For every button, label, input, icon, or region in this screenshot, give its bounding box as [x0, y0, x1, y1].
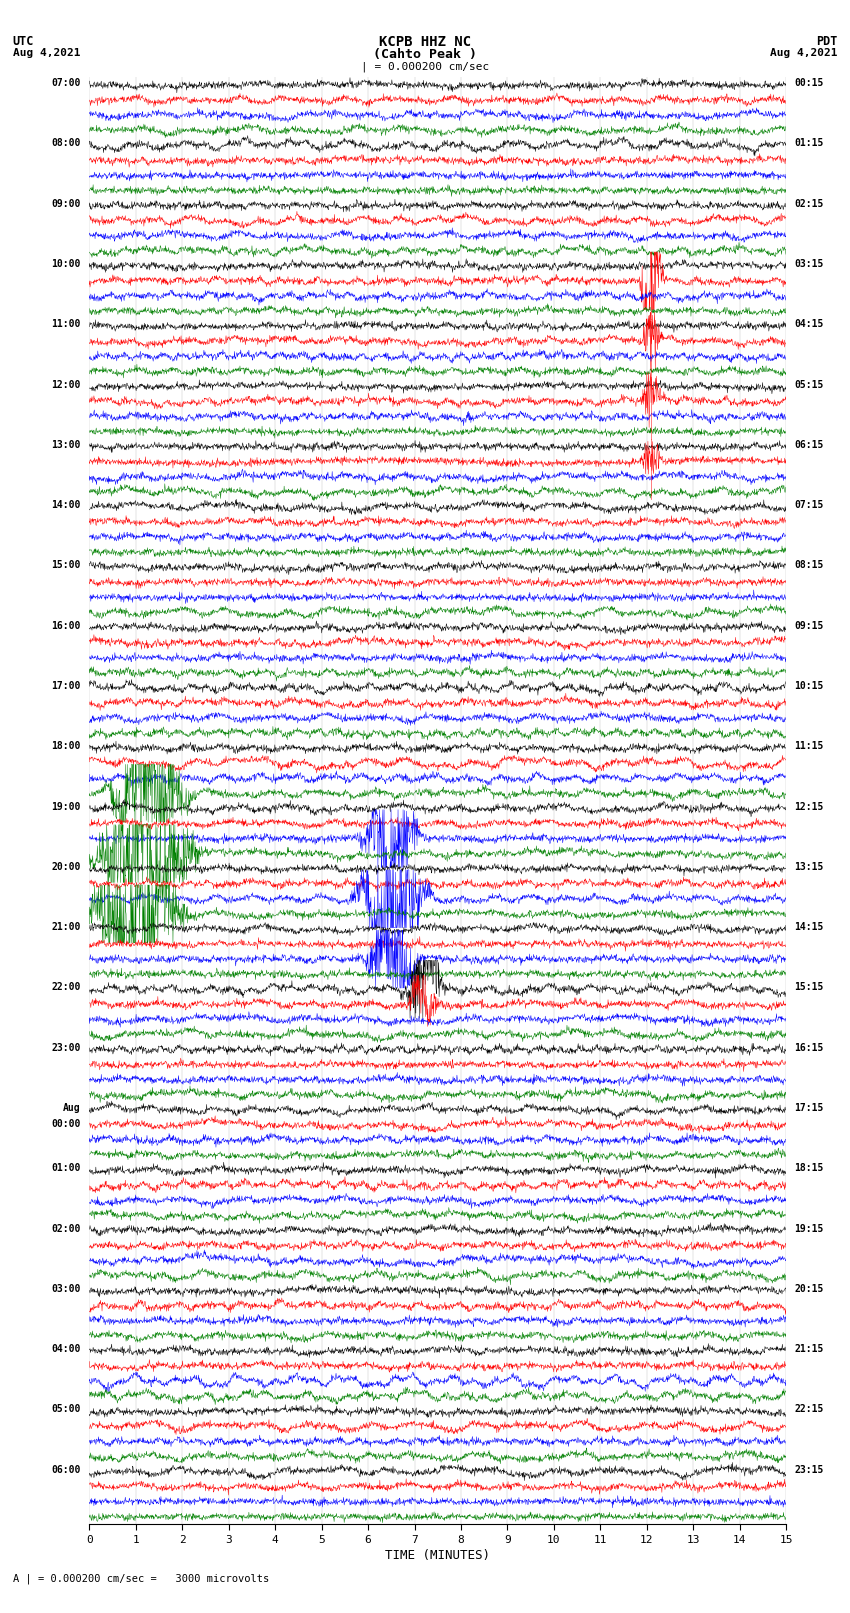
Text: KCPB HHZ NC: KCPB HHZ NC [379, 35, 471, 50]
Text: 13:15: 13:15 [795, 861, 824, 873]
Text: 11:00: 11:00 [52, 319, 81, 329]
Text: 20:15: 20:15 [795, 1284, 824, 1294]
Text: PDT: PDT [816, 35, 837, 48]
Text: 07:15: 07:15 [795, 500, 824, 510]
Text: 06:00: 06:00 [52, 1465, 81, 1474]
Text: 12:00: 12:00 [52, 379, 81, 390]
Text: 20:00: 20:00 [52, 861, 81, 873]
Text: 04:00: 04:00 [52, 1344, 81, 1355]
Text: 00:15: 00:15 [795, 77, 824, 89]
Text: 13:00: 13:00 [52, 440, 81, 450]
Text: 21:15: 21:15 [795, 1344, 824, 1355]
Text: 02:15: 02:15 [795, 198, 824, 208]
Text: 02:00: 02:00 [52, 1224, 81, 1234]
Text: 08:15: 08:15 [795, 560, 824, 571]
Text: 11:15: 11:15 [795, 742, 824, 752]
Text: 23:00: 23:00 [52, 1042, 81, 1053]
Text: 22:00: 22:00 [52, 982, 81, 992]
Text: 05:15: 05:15 [795, 379, 824, 390]
Text: UTC: UTC [13, 35, 34, 48]
Text: 21:00: 21:00 [52, 923, 81, 932]
Text: 17:00: 17:00 [52, 681, 81, 690]
Text: | = 0.000200 cm/sec: | = 0.000200 cm/sec [361, 61, 489, 73]
Text: 05:00: 05:00 [52, 1405, 81, 1415]
Text: 18:15: 18:15 [795, 1163, 824, 1173]
Text: Aug: Aug [63, 1103, 81, 1113]
Text: 17:15: 17:15 [795, 1103, 824, 1113]
Text: 12:15: 12:15 [795, 802, 824, 811]
Text: 14:00: 14:00 [52, 500, 81, 510]
Text: 06:15: 06:15 [795, 440, 824, 450]
Text: 16:00: 16:00 [52, 621, 81, 631]
Text: Aug 4,2021: Aug 4,2021 [770, 48, 837, 58]
Text: 03:15: 03:15 [795, 260, 824, 269]
Text: (Cahto Peak ): (Cahto Peak ) [373, 48, 477, 61]
Text: 23:15: 23:15 [795, 1465, 824, 1474]
Text: 19:00: 19:00 [52, 802, 81, 811]
Text: 22:15: 22:15 [795, 1405, 824, 1415]
Text: 14:15: 14:15 [795, 923, 824, 932]
Text: 03:00: 03:00 [52, 1284, 81, 1294]
Text: 07:00: 07:00 [52, 77, 81, 89]
Text: 09:15: 09:15 [795, 621, 824, 631]
Text: 01:00: 01:00 [52, 1163, 81, 1173]
Text: Aug 4,2021: Aug 4,2021 [13, 48, 80, 58]
Text: 18:00: 18:00 [52, 742, 81, 752]
Text: A | = 0.000200 cm/sec =   3000 microvolts: A | = 0.000200 cm/sec = 3000 microvolts [13, 1573, 269, 1584]
Text: 19:15: 19:15 [795, 1224, 824, 1234]
Text: 08:00: 08:00 [52, 139, 81, 148]
Text: 15:15: 15:15 [795, 982, 824, 992]
Text: 10:15: 10:15 [795, 681, 824, 690]
Text: 01:15: 01:15 [795, 139, 824, 148]
Text: 10:00: 10:00 [52, 260, 81, 269]
X-axis label: TIME (MINUTES): TIME (MINUTES) [385, 1548, 490, 1561]
Text: 09:00: 09:00 [52, 198, 81, 208]
Text: 00:00: 00:00 [52, 1119, 81, 1129]
Text: 16:15: 16:15 [795, 1042, 824, 1053]
Text: 15:00: 15:00 [52, 560, 81, 571]
Text: 04:15: 04:15 [795, 319, 824, 329]
